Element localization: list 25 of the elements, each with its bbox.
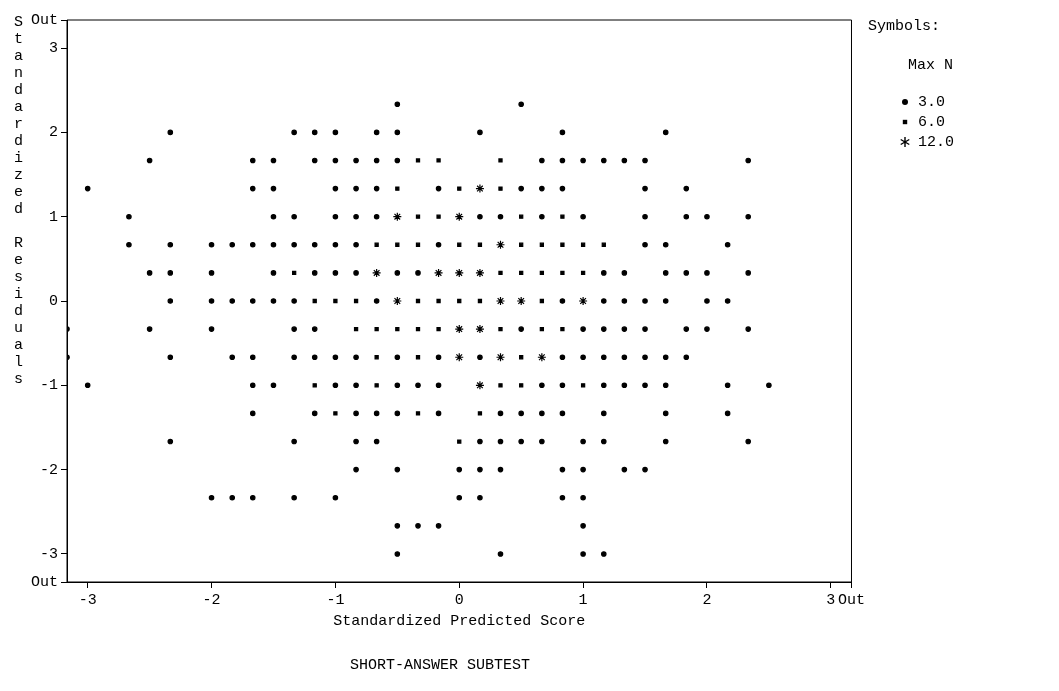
y-tick-label: 0 xyxy=(48,292,58,310)
y-tick-label: Out xyxy=(30,573,58,591)
text: SHORT-ANSWER SUBTEST xyxy=(349,656,531,674)
y-tick-label: -3 xyxy=(39,545,58,563)
x-tick-label: 0 xyxy=(454,591,464,609)
y-tick-label: Out xyxy=(30,11,58,29)
y-tick-label: 2 xyxy=(48,124,58,142)
y-tick-label: -1 xyxy=(39,377,58,395)
legend-title: Symbols: xyxy=(868,18,941,35)
x-tick-label: 1 xyxy=(578,591,588,609)
legend-label: 12.0 xyxy=(918,133,955,151)
x-tick-label: -2 xyxy=(202,591,221,609)
text: Max N xyxy=(908,57,954,74)
x-tick-label: 3 xyxy=(826,591,836,609)
x-tick-label: 2 xyxy=(702,591,712,609)
y-tick-label: -2 xyxy=(39,461,58,479)
legend-label: 6.0 xyxy=(918,113,946,131)
x-axis-title: Standardized Predicted Score xyxy=(333,612,586,630)
legend-label: 3.0 xyxy=(918,93,946,111)
x-tick-label: -1 xyxy=(326,591,345,609)
y-tick-label: 1 xyxy=(48,208,58,226)
y-tick-label: 3 xyxy=(48,40,58,58)
x-tick-label: Out xyxy=(837,591,866,609)
y-axis-title: Standardized Residuals xyxy=(9,13,28,388)
x-tick-label: -3 xyxy=(78,591,97,609)
